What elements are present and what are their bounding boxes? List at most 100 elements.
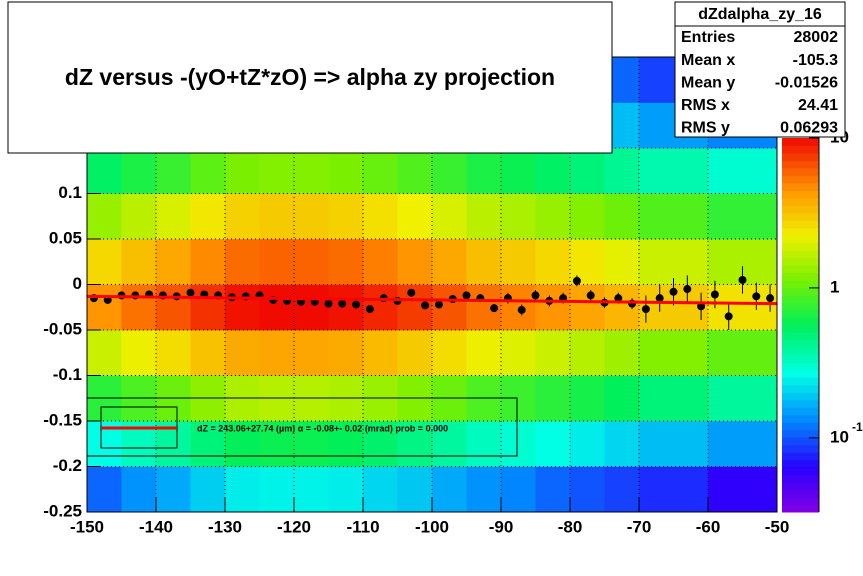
stats-value: 24.41 xyxy=(798,97,838,114)
heatmap-cell xyxy=(190,330,226,376)
colorbar-step xyxy=(782,220,819,229)
x-tick-label: -100 xyxy=(415,517,449,536)
x-tick-label: -110 xyxy=(346,517,379,536)
heatmap-cell xyxy=(501,330,536,376)
heatmap-cell xyxy=(570,375,605,422)
profile-point xyxy=(766,294,775,303)
heatmap-cell xyxy=(190,421,226,467)
heatmap-cell xyxy=(363,148,398,194)
colorbar-step xyxy=(782,265,819,274)
colorbar-step xyxy=(782,197,819,206)
heatmap-cell xyxy=(708,375,743,422)
heatmap-cell xyxy=(535,421,571,467)
heatmap-cell xyxy=(742,239,778,285)
z-tick-exponent: -1 xyxy=(852,420,863,434)
colorbar-step xyxy=(782,160,819,169)
heatmap-cell xyxy=(535,239,571,285)
colorbar-step xyxy=(782,414,819,423)
legend-text: dZ = 243.06+27.74 (µm) α = -0.08+- 0.02 … xyxy=(197,423,448,433)
colorbar-step xyxy=(782,467,819,476)
heatmap-cell xyxy=(225,466,260,513)
stats-title: dZdalpha_zy_16 xyxy=(698,6,822,23)
profile-point xyxy=(517,305,526,314)
colorbar-step xyxy=(782,422,819,431)
heatmap-cell xyxy=(328,148,364,194)
colorbar-step xyxy=(782,287,819,296)
heatmap-cell xyxy=(466,148,502,194)
colorbar-step xyxy=(782,317,819,326)
profile-point xyxy=(531,291,540,300)
stats-box xyxy=(674,1,846,138)
heatmap-cell xyxy=(673,193,709,240)
heatmap-cell xyxy=(570,284,605,331)
y-tick-label: -0.2 xyxy=(53,456,82,475)
colorbar-step xyxy=(782,362,819,371)
heatmap-cell xyxy=(501,466,536,513)
heatmap-cell xyxy=(225,193,260,240)
colorbar-step xyxy=(782,272,819,281)
colorbar-step xyxy=(782,280,819,289)
colorbar-step xyxy=(782,250,819,259)
heatmap-cell xyxy=(708,193,743,240)
colorbar-step xyxy=(782,212,819,221)
heatmap-cell xyxy=(466,330,502,376)
heatmap-cell xyxy=(87,193,122,240)
heatmap-cell xyxy=(535,193,571,240)
heatmap-cell xyxy=(639,421,674,467)
heatmap-cell xyxy=(294,193,329,240)
stats-value: -0.01526 xyxy=(775,74,838,91)
stats-label: Entries xyxy=(681,29,735,46)
heatmap-cell xyxy=(87,148,122,194)
heatmap-cell xyxy=(535,375,571,422)
heatmap-cell xyxy=(156,239,191,285)
colorbar-step xyxy=(782,429,819,438)
heatmap-cell xyxy=(294,330,329,376)
heatmap-cell xyxy=(87,466,122,513)
heatmap-cell xyxy=(673,421,709,467)
x-tick-label: -120 xyxy=(277,517,311,536)
colorbar-step xyxy=(782,459,819,468)
heatmap-cell xyxy=(639,466,674,513)
heatmap-cell xyxy=(708,239,743,285)
heatmap-cell xyxy=(535,148,571,194)
x-tick-label: -60 xyxy=(696,517,721,536)
heatmap-cell xyxy=(294,284,329,331)
profile-point xyxy=(434,300,443,309)
heatmap-cell xyxy=(363,193,398,240)
y-tick-label: -0.05 xyxy=(43,319,82,338)
heatmap-cell xyxy=(397,466,433,513)
heatmap-cell xyxy=(432,421,467,467)
colorbar-step xyxy=(782,167,819,176)
heatmap-cell xyxy=(570,421,605,467)
colorbar-step xyxy=(782,377,819,386)
heatmap-cell xyxy=(639,330,674,376)
heatmap-cell xyxy=(673,239,709,285)
heatmap-cell xyxy=(742,193,778,240)
x-tick-label: -50 xyxy=(765,517,790,536)
profile-point xyxy=(338,299,347,308)
heatmap-cell xyxy=(225,284,260,331)
heatmap-cell xyxy=(466,239,502,285)
heatmap-cell xyxy=(673,148,709,194)
heatmap-cell xyxy=(156,330,191,376)
colorbar-step xyxy=(782,235,819,244)
heatmap-cell xyxy=(225,239,260,285)
heatmap-cell xyxy=(604,193,640,240)
heatmap-cell xyxy=(673,466,709,513)
heatmap-cell xyxy=(604,284,640,331)
heatmap-cell xyxy=(259,421,295,467)
y-tick-label: -0.25 xyxy=(43,501,82,520)
profile-point xyxy=(586,291,595,300)
heatmap-cell xyxy=(501,421,536,467)
heatmap-cell xyxy=(742,466,778,513)
z-tick-label: 10 xyxy=(830,427,849,446)
heatmap-cell xyxy=(639,239,674,285)
heatmap-cell xyxy=(432,148,467,194)
colorbar-step xyxy=(782,347,819,356)
profile-point xyxy=(186,288,195,297)
stats-value: 0.06293 xyxy=(780,120,838,137)
colorbar-step xyxy=(782,295,819,304)
heatmap-cell xyxy=(570,148,605,194)
heatmap-cell xyxy=(432,330,467,376)
profile-point xyxy=(683,285,692,294)
